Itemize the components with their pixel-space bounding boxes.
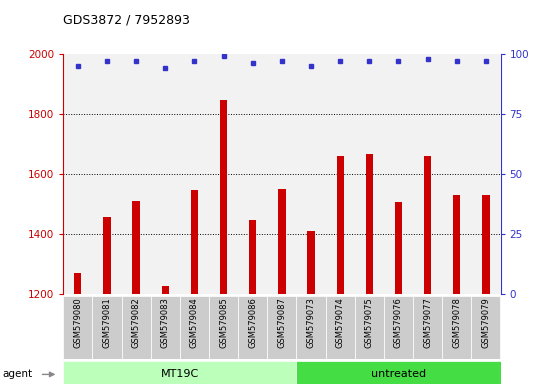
Bar [209, 54, 238, 294]
Text: GSM579075: GSM579075 [365, 298, 374, 348]
Bar [122, 54, 151, 294]
Bar [92, 54, 122, 294]
FancyBboxPatch shape [326, 296, 355, 359]
Text: GSM579078: GSM579078 [452, 298, 461, 348]
FancyBboxPatch shape [238, 296, 267, 359]
Text: GSM579074: GSM579074 [336, 298, 345, 348]
Bar [191, 190, 198, 294]
Bar [296, 54, 326, 294]
FancyBboxPatch shape [384, 296, 413, 359]
Text: agent: agent [3, 369, 33, 379]
FancyBboxPatch shape [209, 296, 238, 359]
FancyBboxPatch shape [151, 296, 180, 359]
Bar [355, 54, 384, 294]
Bar [74, 273, 81, 294]
FancyBboxPatch shape [180, 296, 209, 359]
Bar [337, 156, 344, 294]
FancyBboxPatch shape [92, 296, 122, 359]
Text: GSM579080: GSM579080 [73, 298, 82, 348]
Bar [278, 189, 285, 294]
Bar [366, 154, 373, 294]
Bar [220, 100, 227, 294]
FancyBboxPatch shape [122, 296, 151, 359]
FancyBboxPatch shape [413, 296, 442, 359]
Text: GDS3872 / 7952893: GDS3872 / 7952893 [63, 13, 190, 26]
Bar [482, 195, 490, 294]
Bar [326, 54, 355, 294]
Bar [424, 156, 431, 294]
FancyBboxPatch shape [355, 296, 384, 359]
Bar [307, 231, 315, 294]
Text: GSM579085: GSM579085 [219, 298, 228, 348]
FancyBboxPatch shape [267, 296, 296, 359]
Bar [471, 54, 500, 294]
Bar [180, 54, 209, 294]
Text: MT19C: MT19C [161, 369, 199, 379]
Bar [238, 54, 267, 294]
FancyBboxPatch shape [296, 361, 501, 384]
Text: GSM579086: GSM579086 [248, 298, 257, 348]
Bar [103, 217, 111, 294]
FancyBboxPatch shape [63, 296, 92, 359]
Text: GSM579082: GSM579082 [131, 298, 141, 348]
Text: GSM579079: GSM579079 [481, 298, 491, 348]
FancyBboxPatch shape [296, 296, 326, 359]
Text: GSM579076: GSM579076 [394, 298, 403, 348]
Text: GSM579077: GSM579077 [423, 298, 432, 348]
Bar [384, 54, 413, 294]
FancyBboxPatch shape [63, 361, 296, 384]
Bar [249, 220, 256, 294]
Bar [442, 54, 471, 294]
Bar [151, 54, 180, 294]
Text: GSM579084: GSM579084 [190, 298, 199, 348]
Text: GSM579081: GSM579081 [102, 298, 112, 348]
Bar [395, 202, 402, 294]
Text: GSM579073: GSM579073 [306, 298, 316, 348]
Bar [133, 201, 140, 294]
Bar [267, 54, 296, 294]
Text: untreated: untreated [371, 369, 426, 379]
Text: GSM579083: GSM579083 [161, 298, 170, 348]
Bar [413, 54, 442, 294]
Bar [453, 195, 460, 294]
FancyBboxPatch shape [471, 296, 500, 359]
Text: GSM579087: GSM579087 [277, 298, 287, 348]
FancyBboxPatch shape [442, 296, 471, 359]
Bar [63, 54, 92, 294]
Bar [162, 286, 169, 294]
